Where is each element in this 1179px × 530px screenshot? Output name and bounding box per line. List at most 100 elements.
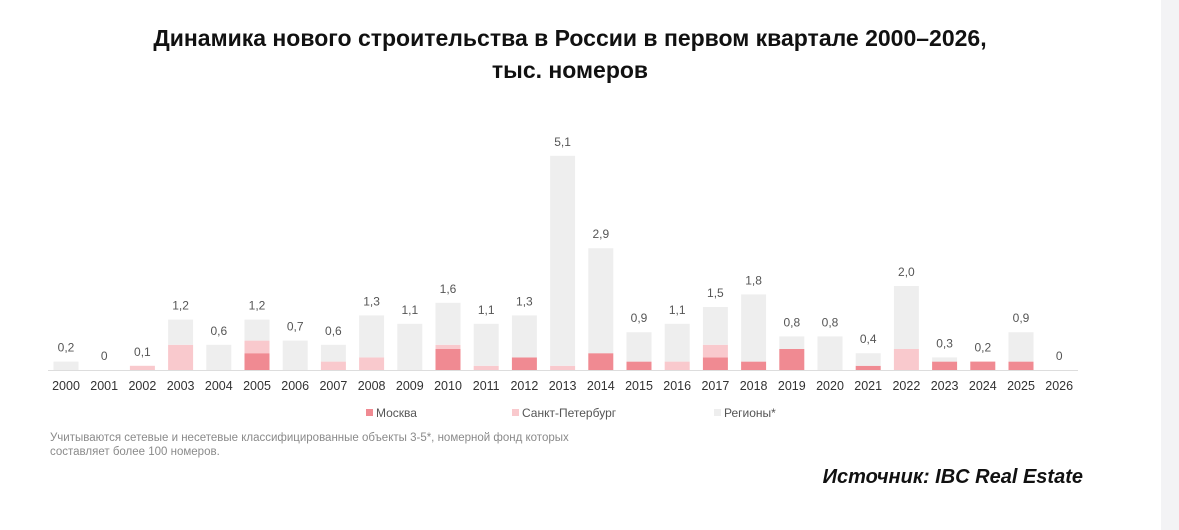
bar-segment: [932, 361, 958, 370]
data-label: 1,5: [707, 286, 724, 300]
chart-title-line-1: Динамика нового строительства в России в…: [153, 25, 987, 51]
data-label: 1,6: [440, 282, 457, 296]
bar-segment: [435, 349, 461, 370]
right-edge-strip: [1161, 0, 1179, 530]
bar-segment: [473, 323, 499, 366]
data-label: 2,0: [898, 265, 915, 279]
chart-title-line-2: тыс. номеров: [491, 57, 649, 83]
data-label: 0,3: [936, 336, 953, 350]
bar-segment: [855, 353, 881, 366]
x-tick-label: 2005: [243, 379, 271, 393]
x-tick-label: 2023: [931, 379, 959, 393]
bar-segment: [588, 353, 614, 370]
x-tick-label: 2001: [90, 379, 118, 393]
bar-segment: [320, 344, 346, 362]
data-label: 5,1: [554, 135, 571, 149]
x-tick-label: 2019: [778, 379, 806, 393]
bar-segment: [970, 361, 996, 370]
source-label: Источник: IBC Real Estate: [822, 466, 1083, 488]
bar-segment: [1008, 361, 1034, 370]
bar-segment: [626, 361, 652, 370]
bar-segment: [53, 361, 79, 370]
data-label: 0,2: [58, 341, 75, 355]
legend-label: Санкт-Петербург: [522, 406, 617, 420]
chart-title: Динамика нового строительства в России в…: [40, 22, 1100, 86]
x-tick-label: 2011: [473, 379, 500, 393]
x-tick-label: 2009: [396, 379, 424, 393]
data-label: 0,8: [783, 315, 800, 329]
bar-segment: [244, 340, 270, 354]
bar-segment: [817, 336, 843, 370]
bar-segment: [320, 361, 346, 370]
bar-segment: [473, 365, 499, 370]
x-tick-label: 2026: [1045, 379, 1073, 393]
bar-segment: [244, 353, 270, 370]
bar-segment: [741, 361, 767, 370]
bar-segment: [550, 365, 576, 370]
x-tick-label: 2015: [625, 379, 653, 393]
bar-segment: [206, 344, 232, 370]
bar-segment: [1008, 332, 1034, 362]
data-label: 1,2: [249, 299, 266, 313]
bar-segment: [702, 357, 728, 370]
data-label: 0: [1056, 349, 1063, 363]
bar-segment: [779, 349, 805, 370]
legend-swatch: [366, 409, 373, 416]
bar-segment: [588, 248, 614, 354]
bar-segment: [435, 344, 461, 349]
data-label: 2,9: [592, 227, 609, 241]
data-label: 0,6: [210, 324, 227, 338]
bar-segment: [435, 302, 461, 345]
data-label: 1,3: [516, 294, 533, 308]
data-label: 0,7: [287, 320, 304, 334]
bar-segment: [779, 336, 805, 349]
legend-label: Москва: [376, 406, 417, 420]
x-tick-label: 2020: [816, 379, 844, 393]
data-label: 1,3: [363, 294, 380, 308]
x-tick-label: 2013: [549, 379, 577, 393]
bar-segment: [244, 319, 270, 341]
data-label: 0,9: [1013, 311, 1030, 325]
x-tick-label: 2010: [434, 379, 462, 393]
bar-segment: [664, 361, 690, 370]
data-label: 0,4: [860, 332, 877, 346]
bar-segment: [702, 307, 728, 345]
x-tick-label: 2018: [740, 379, 768, 393]
x-tick-label: 2017: [701, 379, 729, 393]
x-tick-label: 2014: [587, 379, 615, 393]
x-tick-label: 2024: [969, 379, 997, 393]
bar-segment: [168, 319, 194, 345]
bar-segment: [359, 315, 385, 358]
bar-segment: [626, 332, 652, 362]
bar-segment: [664, 323, 690, 362]
data-label: 1,1: [669, 303, 686, 317]
footnote: Учитываются сетевые и несетевые классифи…: [50, 432, 569, 458]
x-tick-label: 2025: [1007, 379, 1035, 393]
x-tick-label: 2002: [128, 379, 156, 393]
bar-segment: [359, 357, 385, 370]
data-label: 1,2: [172, 299, 189, 313]
x-tick-label: 2004: [205, 379, 233, 393]
bar-segment: [282, 340, 308, 370]
x-tick-label: 2022: [892, 379, 920, 393]
legend-swatch: [512, 409, 519, 416]
x-tick-label: 2021: [854, 379, 882, 393]
legend-swatch: [714, 409, 721, 416]
bar-segment: [397, 323, 423, 370]
x-tick-label: 2000: [52, 379, 80, 393]
bar-segment: [168, 344, 194, 370]
bar-segment: [855, 365, 881, 370]
data-label: 1,8: [745, 273, 762, 287]
data-label: 0,2: [974, 341, 991, 355]
data-label: 0,8: [822, 315, 839, 329]
bar-segment: [893, 349, 919, 370]
x-tick-label: 2006: [281, 379, 309, 393]
x-tick-label: 2007: [319, 379, 347, 393]
bar-segment: [511, 357, 537, 370]
bar-segment: [893, 286, 919, 349]
data-label: 0,1: [134, 345, 151, 359]
data-label: 0: [101, 349, 108, 363]
x-tick-label: 2012: [510, 379, 538, 393]
bar-segment: [129, 365, 155, 370]
